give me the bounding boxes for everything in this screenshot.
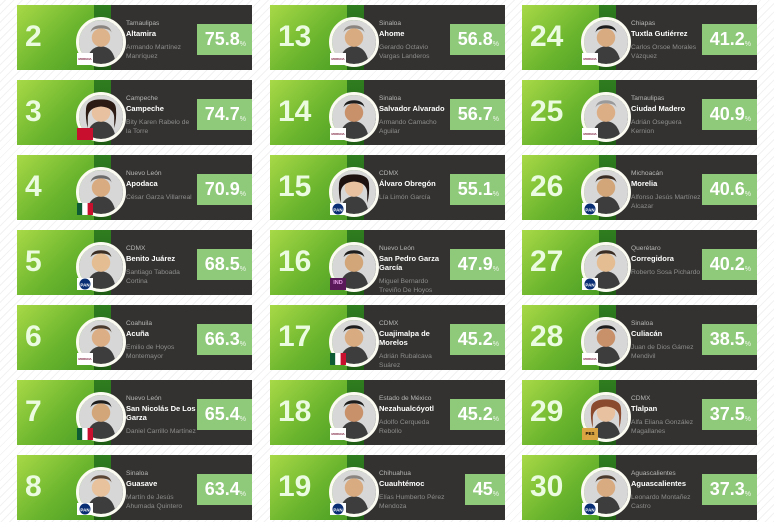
- svg-text:PAN: PAN: [80, 282, 89, 287]
- svg-text:PAN: PAN: [585, 282, 594, 287]
- svg-text:PAN: PAN: [585, 207, 594, 212]
- svg-text:PAN: PAN: [333, 507, 342, 512]
- svg-text:PAN: PAN: [333, 207, 342, 212]
- svg-text:PAN: PAN: [80, 507, 89, 512]
- svg-text:PAN: PAN: [585, 507, 594, 512]
